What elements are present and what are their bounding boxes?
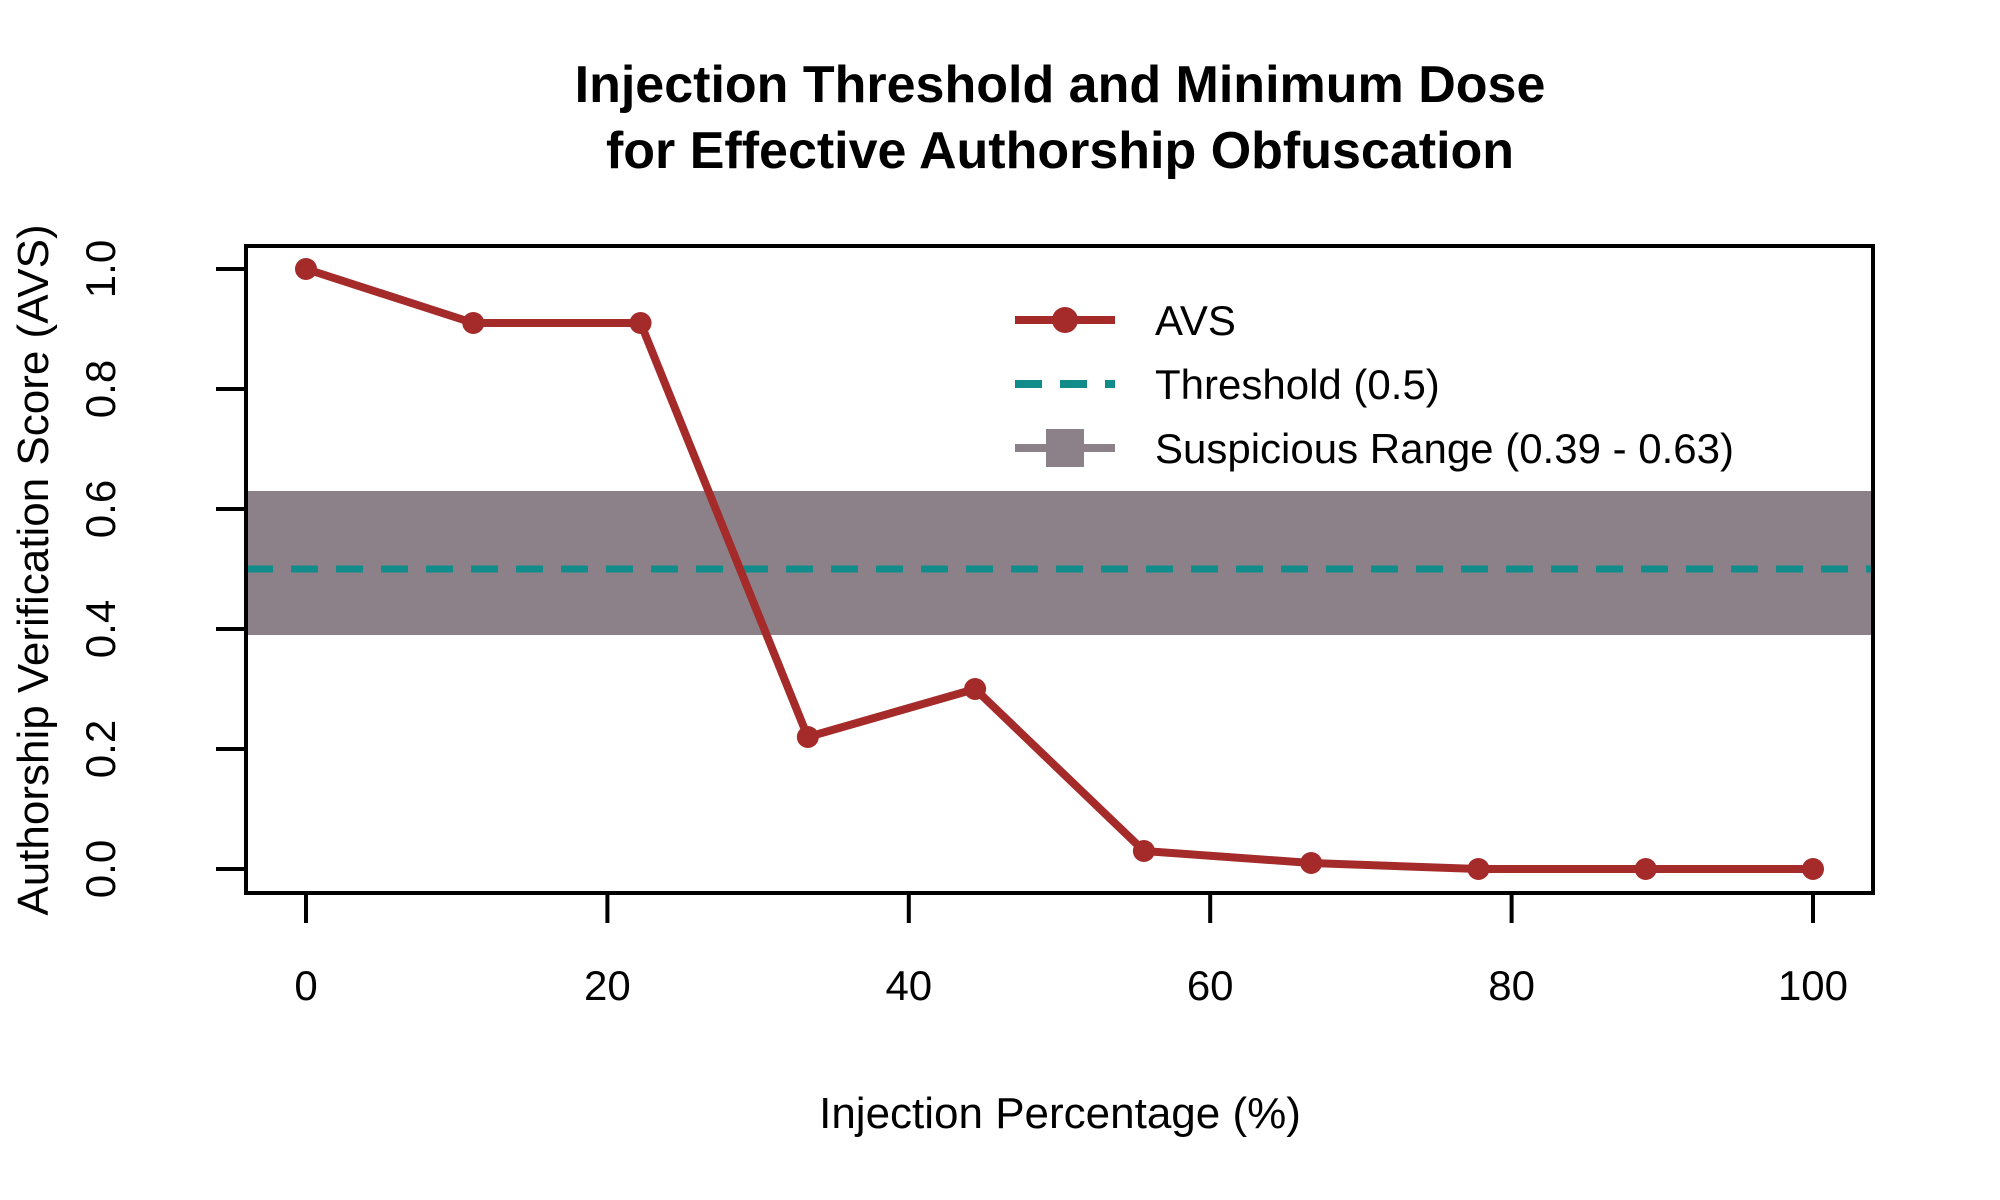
legend-avs-point-icon <box>1052 307 1078 333</box>
avs-data-point <box>964 678 987 700</box>
y-tick-label: 0.6 <box>77 480 124 538</box>
avs-data-point <box>295 258 317 280</box>
x-tick-label: 80 <box>1488 962 1535 1009</box>
x-tick-label: 40 <box>885 962 932 1009</box>
y-tick-label: 0.4 <box>77 600 124 658</box>
x-tick-label: 100 <box>1778 962 1848 1009</box>
avs-data-point <box>629 312 652 334</box>
legend-symbols <box>1015 307 1115 467</box>
avs-data-point <box>1802 858 1824 880</box>
suspicious-band <box>246 491 1873 635</box>
legend-label-avs: AVS <box>1155 297 1236 344</box>
x-tick-label: 0 <box>294 962 317 1009</box>
avs-data-point <box>1300 852 1323 874</box>
plot-border <box>244 244 1875 895</box>
legend-label-suspicious-range: Suspicious Range (0.39 - 0.63) <box>1155 425 1734 472</box>
y-tick-label: 0.8 <box>77 360 124 418</box>
x-tick-label: 60 <box>1187 962 1234 1009</box>
y-tick-label: 1.0 <box>77 240 124 298</box>
avs-data-point <box>462 312 485 334</box>
avs-line <box>302 265 1817 873</box>
legend: AVS Threshold (0.5) Suspicious Range (0.… <box>1015 297 1734 472</box>
avs-data-point <box>1634 858 1657 880</box>
x-axis-title: Injection Percentage (%) <box>819 1089 1301 1138</box>
avs-data-point <box>796 726 819 748</box>
x-tick-label: 20 <box>584 962 631 1009</box>
avs-data-point <box>1132 840 1155 862</box>
chart-title-line1: Injection Threshold and Minimum Dose <box>575 56 1546 114</box>
legend-band-square-icon <box>1046 429 1084 467</box>
chart-title-line2: for Effective Authorship Obfuscation <box>606 122 1514 180</box>
y-tick-label: 0.2 <box>77 720 124 778</box>
axis-layer: 0 20 40 60 80 100 0.0 0.2 0.4 0.6 0.8 1.0 <box>77 240 1848 1009</box>
suspicious-band-layer <box>246 491 1873 635</box>
avs-series-layer <box>295 258 1824 880</box>
y-tick-label: 0.0 <box>77 840 124 898</box>
avs-data-point <box>1467 858 1490 880</box>
y-axis-title: Authorship Verification Score (AVS) <box>9 224 58 915</box>
legend-label-threshold: Threshold (0.5) <box>1155 361 1440 408</box>
